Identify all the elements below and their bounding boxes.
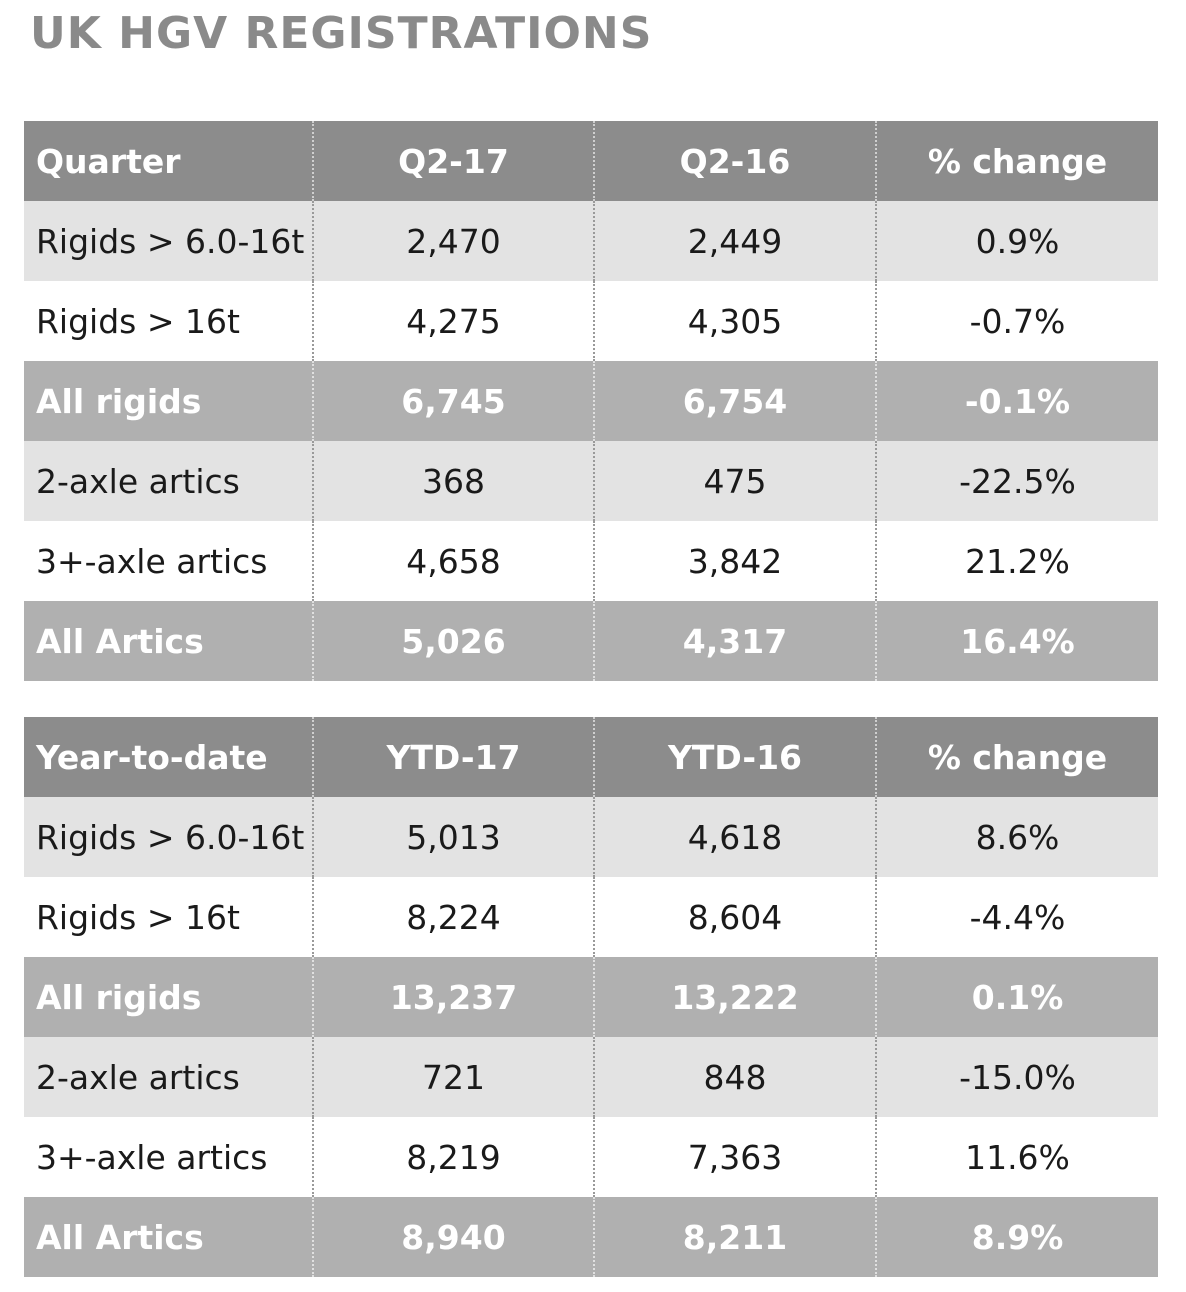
table-cell: 5,013 xyxy=(312,797,594,877)
table-cell: 4,317 xyxy=(593,601,876,681)
column-header: % change xyxy=(875,121,1158,201)
table-cell: 13,222 xyxy=(593,957,876,1037)
table-row: All rigids 6,745 6,754 -0.1% xyxy=(24,361,1158,441)
table-cell: 8,211 xyxy=(593,1197,876,1277)
table-cell: 721 xyxy=(312,1037,594,1117)
table-cell: 16.4% xyxy=(875,601,1158,681)
row-label: All rigids xyxy=(24,361,313,441)
row-label: Rigids > 16t xyxy=(24,281,313,361)
table-cell: 0.9% xyxy=(875,201,1158,281)
table-cell: 13,237 xyxy=(312,957,594,1037)
table-cell: 475 xyxy=(593,441,876,521)
column-header: Q2-17 xyxy=(312,121,594,201)
table-cell: 848 xyxy=(593,1037,876,1117)
table-row: 2-axle artics 721 848 -15.0% xyxy=(24,1037,1158,1117)
table-cell: 8,604 xyxy=(593,877,876,957)
table-row: All Artics 8,940 8,211 8.9% xyxy=(24,1197,1158,1277)
table-row: 3+-axle artics 4,658 3,842 21.2% xyxy=(24,521,1158,601)
row-label: All Artics xyxy=(24,1197,313,1277)
quarter-table: Quarter Q2-17 Q2-16 % change Rigids > 6.… xyxy=(24,121,1158,681)
table-row: 3+-axle artics 8,219 7,363 11.6% xyxy=(24,1117,1158,1197)
column-header: Q2-16 xyxy=(593,121,876,201)
table-cell: 2,449 xyxy=(593,201,876,281)
table-row: 2-axle artics 368 475 -22.5% xyxy=(24,441,1158,521)
column-header: Year-to-date xyxy=(24,717,313,797)
table-cell: -0.1% xyxy=(875,361,1158,441)
table-cell: 8,940 xyxy=(312,1197,594,1277)
table-row: All rigids 13,237 13,222 0.1% xyxy=(24,957,1158,1037)
table-cell: 8,224 xyxy=(312,877,594,957)
table-cell: -22.5% xyxy=(875,441,1158,521)
column-header: % change xyxy=(875,717,1158,797)
row-label: Rigids > 6.0-16t xyxy=(24,201,313,281)
table-cell: -15.0% xyxy=(875,1037,1158,1117)
table-cell: 368 xyxy=(312,441,594,521)
table-cell: 21.2% xyxy=(875,521,1158,601)
row-label: 2-axle artics xyxy=(24,441,313,521)
table-cell: 0.1% xyxy=(875,957,1158,1037)
table-row: All Artics 5,026 4,317 16.4% xyxy=(24,601,1158,681)
table-cell: 4,618 xyxy=(593,797,876,877)
table-cell: 11.6% xyxy=(875,1117,1158,1197)
row-label: Rigids > 6.0-16t xyxy=(24,797,313,877)
table-cell: 8.9% xyxy=(875,1197,1158,1277)
table-row: Rigids > 16t 8,224 8,604 -4.4% xyxy=(24,877,1158,957)
table-cell: 2,470 xyxy=(312,201,594,281)
table-cell: 4,275 xyxy=(312,281,594,361)
row-label: All Artics xyxy=(24,601,313,681)
table-cell: 5,026 xyxy=(312,601,594,681)
row-label: 3+-axle artics xyxy=(24,521,313,601)
table-cell: -4.4% xyxy=(875,877,1158,957)
column-header: YTD-17 xyxy=(312,717,594,797)
row-label: 3+-axle artics xyxy=(24,1117,313,1197)
table-cell: 4,658 xyxy=(312,521,594,601)
row-label: Rigids > 16t xyxy=(24,877,313,957)
column-header: Quarter xyxy=(24,121,313,201)
ytd-header-row: Year-to-date YTD-17 YTD-16 % change xyxy=(24,717,1158,797)
table-cell: -0.7% xyxy=(875,281,1158,361)
row-label: 2-axle artics xyxy=(24,1037,313,1117)
row-label: All rigids xyxy=(24,957,313,1037)
table-cell: 3,842 xyxy=(593,521,876,601)
page-title: UK HGV REGISTRATIONS xyxy=(30,8,653,59)
table-cell: 6,754 xyxy=(593,361,876,441)
column-header: YTD-16 xyxy=(593,717,876,797)
table-cell: 8.6% xyxy=(875,797,1158,877)
table-row: Rigids > 16t 4,275 4,305 -0.7% xyxy=(24,281,1158,361)
table-row: Rigids > 6.0-16t 5,013 4,618 8.6% xyxy=(24,797,1158,877)
table-cell: 4,305 xyxy=(593,281,876,361)
quarter-header-row: Quarter Q2-17 Q2-16 % change xyxy=(24,121,1158,201)
table-row: Rigids > 6.0-16t 2,470 2,449 0.9% xyxy=(24,201,1158,281)
table-cell: 6,745 xyxy=(312,361,594,441)
table-cell: 7,363 xyxy=(593,1117,876,1197)
year-to-date-table: Year-to-date YTD-17 YTD-16 % change Rigi… xyxy=(24,717,1158,1277)
table-cell: 8,219 xyxy=(312,1117,594,1197)
